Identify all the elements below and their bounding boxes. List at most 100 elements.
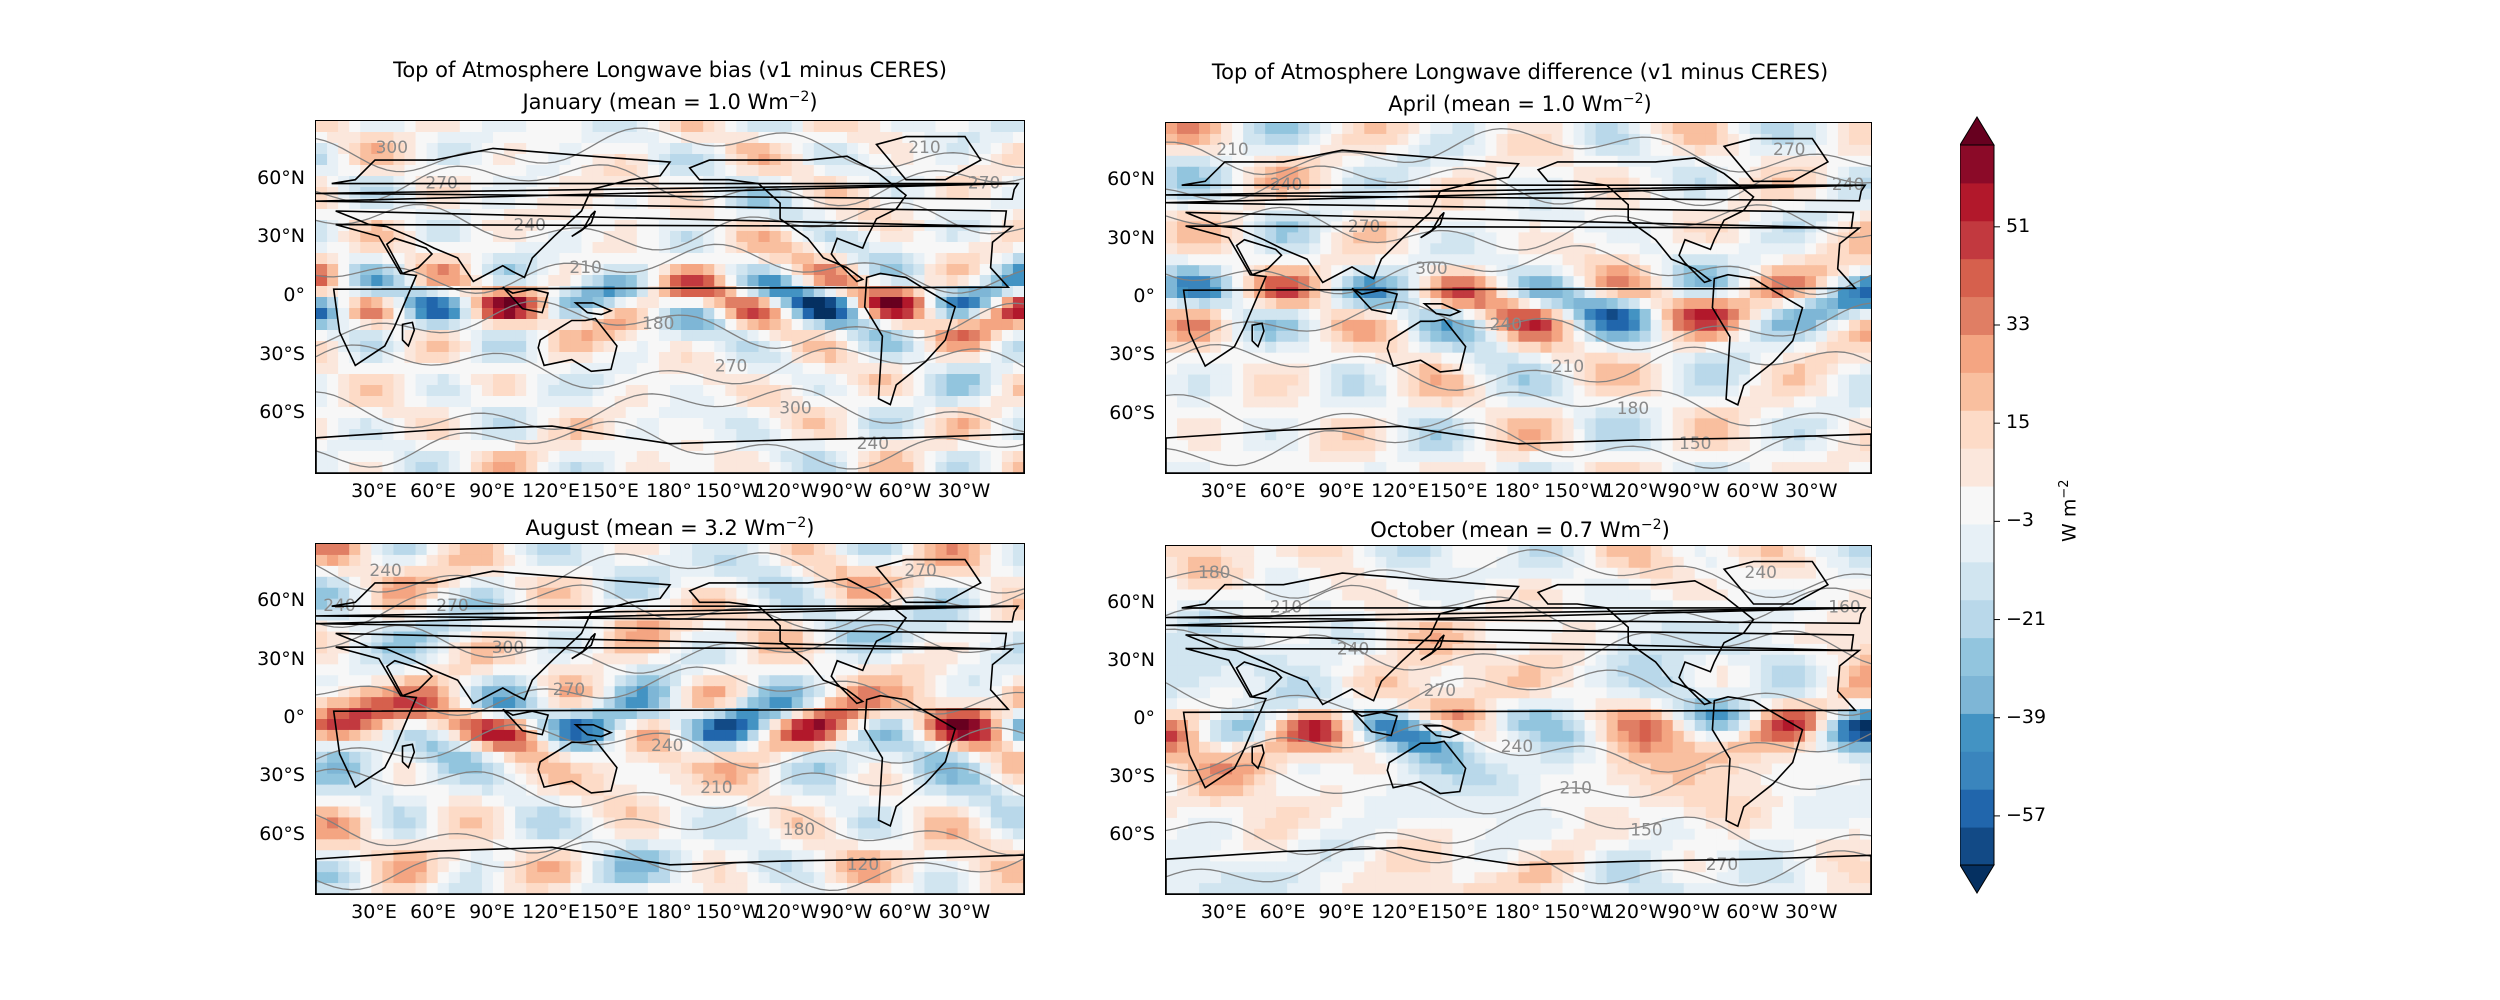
bias-cell: [703, 675, 715, 687]
bias-cell: [360, 385, 372, 397]
bias-cell: [935, 620, 948, 633]
bias-cell: [1793, 199, 1806, 212]
bias-cell: [1342, 352, 1354, 365]
bias-cell: [415, 385, 428, 397]
bias-cell: [1320, 298, 1332, 310]
panel-2-title: Top of Atmosphere Longwave difference (v…: [1165, 59, 1875, 118]
bias-cell: [703, 330, 715, 342]
bias-cell: [647, 440, 660, 452]
bias-cell: [791, 319, 804, 331]
bias-cell: [824, 440, 837, 452]
bias-cell: [393, 631, 406, 644]
bias-cell: [1551, 188, 1564, 201]
bias-cell: [1672, 363, 1685, 376]
bias-cell: [1199, 418, 1211, 430]
bias-cell: [968, 209, 981, 221]
bias-cell: [448, 440, 461, 452]
bias-cell: [725, 374, 737, 386]
bias-cell: [1397, 123, 1409, 135]
bias-cell: [1331, 265, 1343, 277]
bias-cell: [371, 264, 383, 276]
bias-cell: [1408, 199, 1420, 212]
bias-cell: [1342, 385, 1354, 398]
bias-cell: [1738, 330, 1751, 343]
bias-cell: [570, 664, 583, 676]
bias-cell: [459, 544, 472, 556]
bias-cell: [1749, 429, 1762, 441]
bias-cell: [1012, 620, 1024, 633]
bias-cell: [1419, 462, 1431, 473]
bias-cell: [647, 396, 660, 408]
bias-cell: [1584, 418, 1597, 430]
bias-cell: [316, 554, 328, 567]
bias-cell: [1001, 576, 1014, 589]
bias-cell: [1452, 385, 1465, 398]
bias-cell: [1199, 363, 1211, 376]
bias-cell: [1496, 155, 1509, 168]
bias-cell: [957, 286, 970, 298]
bias-cell: [802, 341, 815, 353]
bias-cell: [1320, 188, 1332, 201]
bias-cell: [1353, 243, 1365, 255]
bias-cell: [614, 576, 627, 589]
bias-cell: [1584, 308, 1597, 321]
bias-cell: [349, 462, 361, 473]
bias-cell: [813, 352, 826, 364]
bias-cell: [1848, 144, 1861, 157]
bias-cell: [1518, 133, 1531, 146]
bias-cell: [404, 554, 417, 567]
bias-cell: [504, 565, 516, 578]
bias-cell: [968, 319, 981, 331]
bias-cell: [570, 242, 583, 254]
bias-cell: [1650, 462, 1663, 473]
bias-cell: [769, 187, 782, 199]
bias-cell: [979, 598, 992, 611]
bias-cell: [880, 462, 892, 473]
bias-cell: [835, 587, 848, 600]
bias-cell: [448, 242, 461, 254]
panel-3-title: August (mean = 3.2 Wm−2): [315, 510, 1025, 542]
bias-cell: [360, 587, 372, 600]
bias-cell: [802, 675, 815, 687]
bias-cell: [382, 565, 395, 578]
bias-cell: [891, 576, 903, 589]
bias-cell: [1573, 144, 1586, 157]
bias-cell: [824, 209, 837, 221]
bias-cell: [1375, 440, 1387, 452]
bias-cell: [1793, 188, 1806, 201]
bias-cell: [1540, 166, 1553, 179]
bias-cell: [603, 275, 616, 287]
bias-cell: [692, 653, 704, 665]
bias-cell: [426, 385, 439, 397]
bias-cell: [1760, 462, 1773, 473]
bias-cell: [1276, 287, 1288, 299]
bias-cell: [316, 209, 328, 221]
bias-cell: [780, 396, 793, 408]
bias-cell: [957, 165, 970, 177]
bias-cell: [1617, 462, 1630, 473]
bias-cell: [902, 275, 914, 287]
bias-cell: [1562, 352, 1575, 365]
bias-cell: [415, 620, 428, 633]
coastline: [1711, 273, 1804, 407]
bias-cell: [924, 418, 937, 430]
bias-cell: [592, 407, 605, 419]
bias-cell: [758, 297, 771, 309]
bias-cell: [1562, 330, 1575, 343]
bias-cell: [847, 286, 859, 298]
bias-cell: [1232, 265, 1244, 277]
bias-cell: [404, 587, 417, 600]
coastline: [537, 317, 618, 373]
bias-cell: [902, 253, 914, 265]
bias-cell: [581, 451, 594, 463]
bias-cell: [1529, 396, 1542, 408]
bias-cell: [459, 220, 472, 232]
bias-cell: [1782, 352, 1795, 365]
bias-cell: [924, 143, 937, 155]
bias-cell: [935, 286, 948, 298]
bias-cell: [1804, 330, 1817, 343]
bias-cell: [769, 462, 782, 473]
bias-cell: [1386, 451, 1398, 463]
bias-cell: [1573, 188, 1586, 201]
bias-cell: [847, 330, 859, 342]
